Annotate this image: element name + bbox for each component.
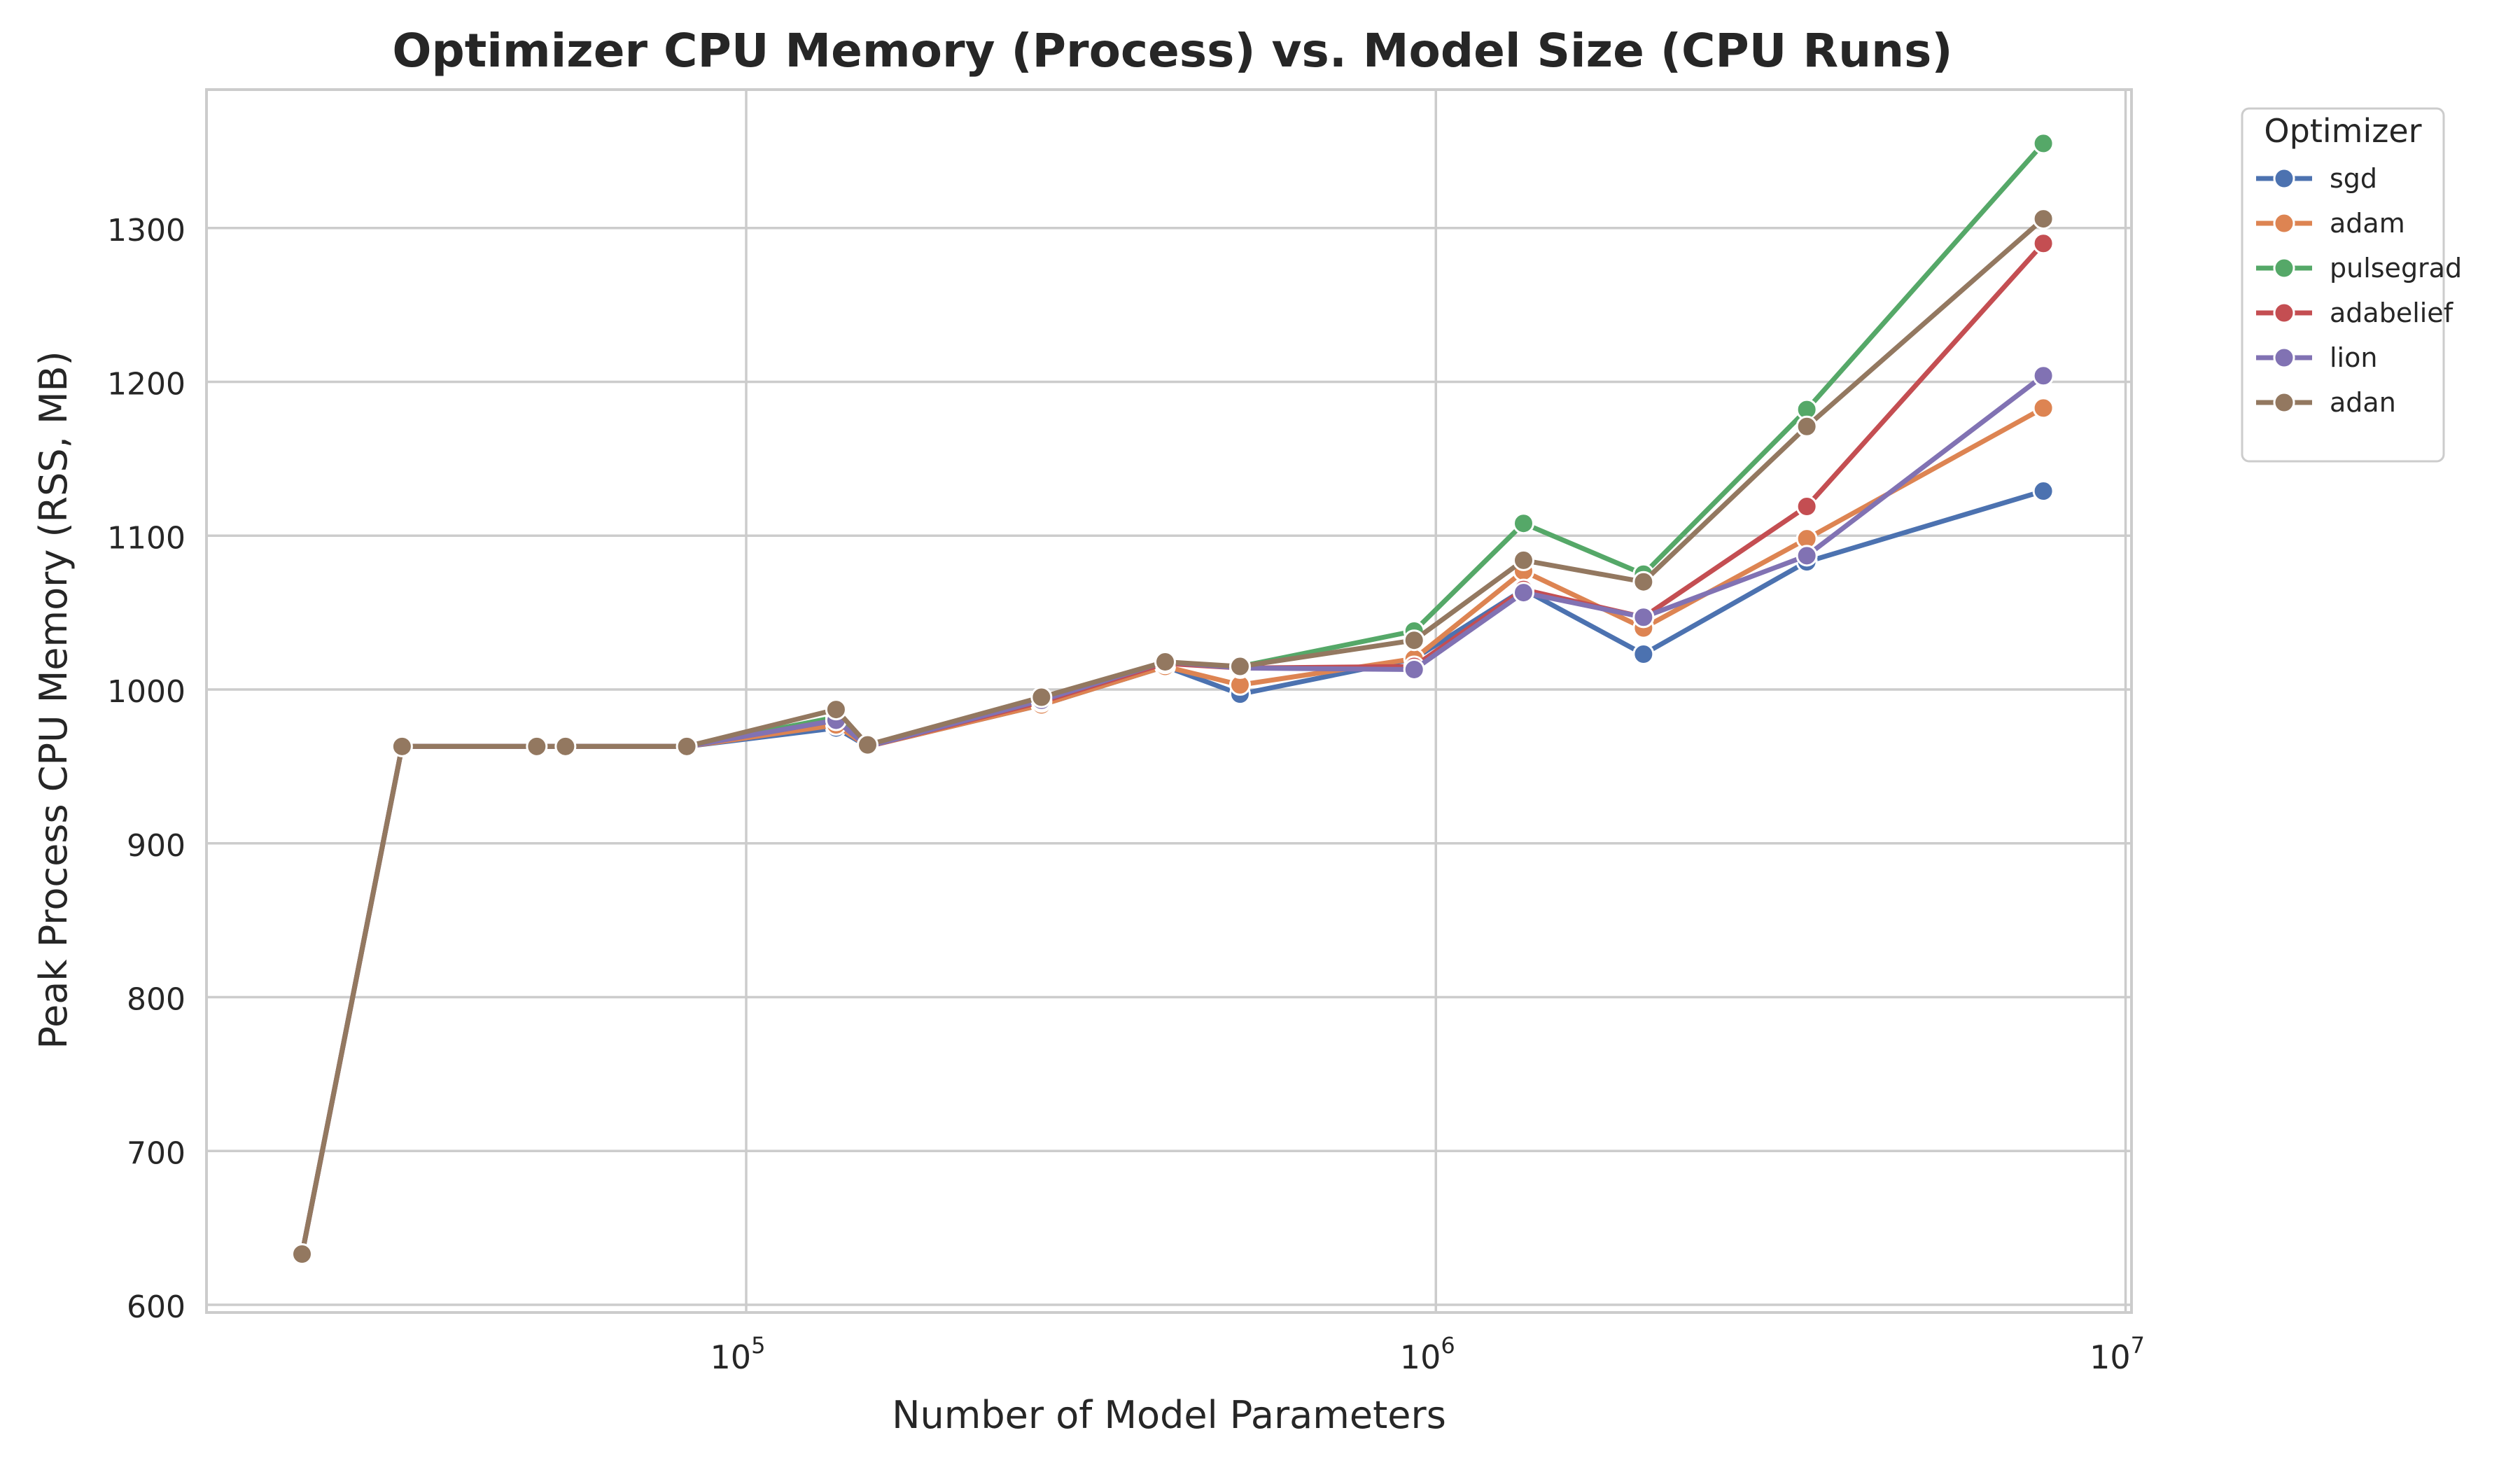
data-point-adan — [291, 1242, 314, 1265]
data-point-adam — [2032, 397, 2054, 419]
legend-title: Optimizer — [2264, 112, 2421, 150]
legend-label-sgd: sgd — [2330, 163, 2377, 194]
data-point-sgd — [2032, 480, 2054, 503]
data-point-adan — [554, 735, 577, 757]
legend-label-lion: lion — [2330, 342, 2377, 373]
y-tick-label: 800 — [127, 982, 186, 1018]
data-point-lion — [1403, 658, 1425, 680]
legend-box — [2241, 107, 2445, 463]
data-point-adan — [391, 735, 413, 757]
data-point-adan — [1512, 549, 1534, 571]
legend-marker-pulsegrad — [2273, 257, 2295, 279]
x-tick-label: 106 — [1400, 1332, 1455, 1376]
series-markers-adan — [291, 208, 2054, 1265]
data-point-adan — [825, 699, 847, 721]
plot-border — [205, 88, 2133, 1314]
x-tick-label: 105 — [710, 1332, 766, 1376]
data-point-lion — [1632, 606, 1655, 629]
x-tick-label: 107 — [2090, 1332, 2145, 1376]
y-tick-label: 600 — [127, 1289, 186, 1325]
data-point-adan — [1795, 415, 1818, 438]
data-point-pulsegrad — [2032, 132, 2054, 155]
y-tick-label: 1100 — [107, 520, 186, 556]
data-point-adan — [1403, 629, 1425, 652]
chart-title: Optimizer CPU Memory (Process) vs. Model… — [392, 24, 1952, 78]
y-tick-label: 1200 — [107, 367, 186, 402]
data-point-adan — [676, 735, 698, 757]
data-point-adan — [856, 734, 878, 756]
data-point-pulsegrad — [1512, 512, 1534, 535]
legend-marker-adabelief — [2273, 302, 2295, 324]
plot-area: 600 700 800 900 1000 1100 1200 1300 105 106 107 — [107, 88, 2145, 1376]
legend-label-adam: adam — [2330, 208, 2405, 239]
y-tick-label: 1000 — [107, 674, 186, 710]
data-point-adan — [1632, 570, 1655, 593]
data-point-lion — [1795, 545, 1818, 567]
legend-marker-adan — [2273, 391, 2295, 414]
legend-label-pulsegrad: pulsegrad — [2330, 253, 2462, 284]
data-point-adabelief — [1795, 496, 1818, 518]
data-point-sgd — [1632, 643, 1655, 665]
legend-marker-lion — [2273, 346, 2295, 369]
data-point-lion — [1512, 582, 1534, 604]
data-point-adan — [2032, 208, 2054, 230]
x-axis-label: Number of Model Parameters — [892, 1393, 1446, 1437]
data-point-adan — [1228, 655, 1251, 678]
legend-marker-sgd — [2273, 167, 2295, 190]
data-point-adan — [1030, 686, 1053, 708]
data-point-adan — [1154, 650, 1176, 673]
y-tick-label: 900 — [127, 828, 186, 864]
y-tick-label: 700 — [127, 1135, 186, 1171]
legend: Optimizer sgd adam pulsegrad adabelief lion ad… — [2241, 107, 2462, 463]
data-point-adabelief — [2032, 232, 2054, 255]
legend-label-adan: adan — [2330, 387, 2396, 418]
data-point-lion — [2032, 365, 2054, 387]
legend-label-adabelief: adabelief — [2330, 298, 2454, 328]
y-tick-label: 1300 — [107, 213, 186, 248]
data-point-adan — [526, 735, 548, 757]
legend-marker-adam — [2273, 212, 2295, 234]
y-axis-label: Peak Process CPU Memory (RSS, MB) — [31, 351, 76, 1049]
